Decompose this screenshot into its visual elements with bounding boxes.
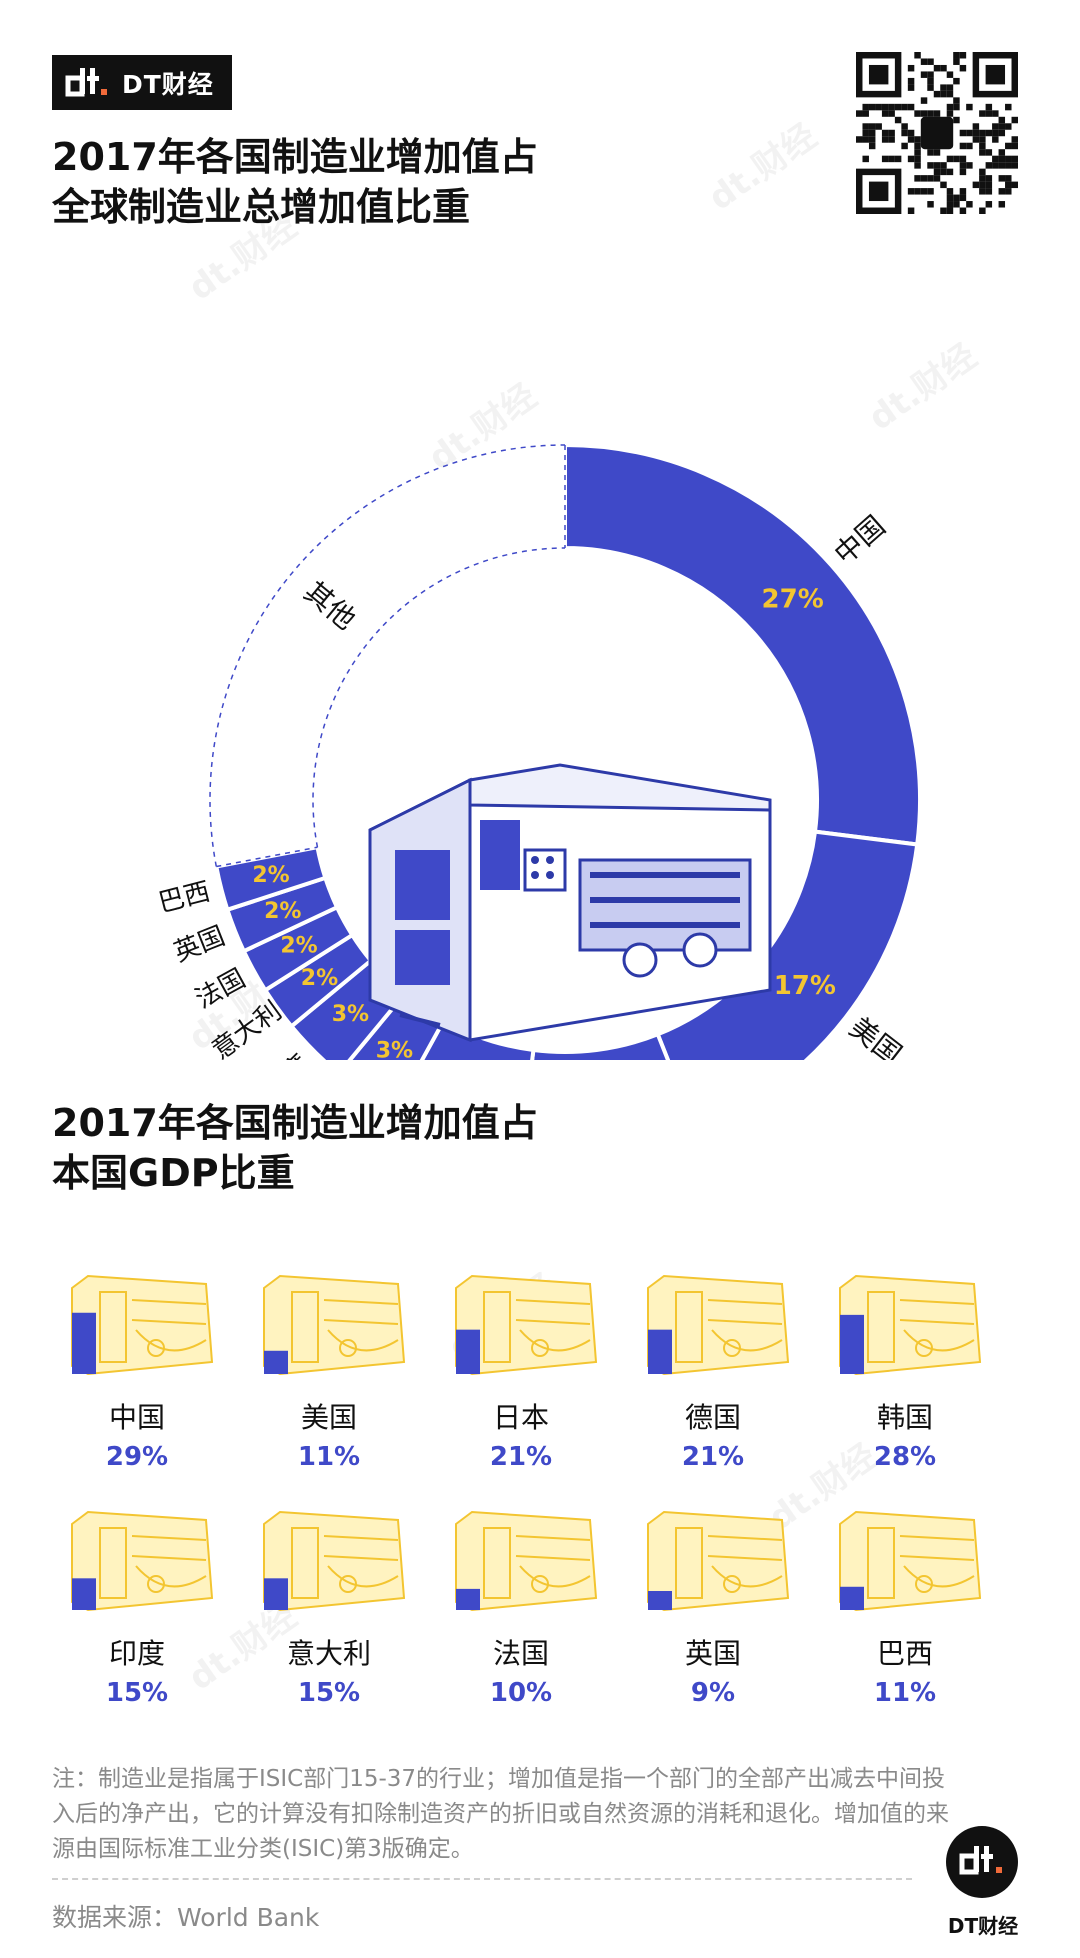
country-card: 英国 9% <box>628 1506 820 1742</box>
machine-icon <box>263 1510 406 1612</box>
machine-icon <box>839 1510 982 1612</box>
slice-value-label: 27% <box>762 584 824 614</box>
machine-icon <box>263 1274 406 1376</box>
donut-slice-country-0 <box>563 442 922 847</box>
country-name: 英国 <box>684 1637 741 1670</box>
footer-brand-name: DT财经 <box>947 1914 1019 1938</box>
country-name: 意大利 <box>286 1637 371 1670</box>
country-gdp-share: 15% <box>297 1678 361 1708</box>
gdp-share-grid: 中国 29% 美国 11% 日本 21% 德国 21% <box>52 1270 1012 1742</box>
machine-icon <box>647 1510 790 1612</box>
country-name: 德国 <box>684 1401 741 1434</box>
country-card: 德国 21% <box>628 1270 820 1506</box>
machine-icon <box>455 1274 598 1376</box>
country-name: 法国 <box>492 1637 549 1670</box>
slice-value-label: 3% <box>332 1002 369 1027</box>
country-card: 中国 29% <box>52 1270 244 1506</box>
slice-value-label: 2% <box>252 863 289 888</box>
title-line-2: 全球制造业总增加值比重 <box>52 185 471 229</box>
country-card: 法国 10% <box>436 1506 628 1742</box>
watermark: dt.财经 <box>701 116 825 219</box>
donut-slice-country-1 <box>655 829 920 1060</box>
gdp-row: 中国 29% 美国 11% 日本 21% 德国 21% <box>52 1270 1012 1506</box>
qr-code-icon <box>856 52 1018 214</box>
country-gdp-share: 21% <box>681 1442 745 1472</box>
donut-slice-other <box>209 444 566 867</box>
slice-value-label: 2% <box>264 899 301 924</box>
brand-name: DT财经 <box>122 69 214 99</box>
slice-value-label: 17% <box>774 971 836 1001</box>
title-line-1: 2017年各国制造业增加值占 <box>52 1101 538 1145</box>
country-card: 印度 15% <box>52 1506 244 1742</box>
donut-slice-other-inner-edge <box>312 547 566 848</box>
slice-value-label: 2% <box>280 934 317 959</box>
machine-icon <box>455 1510 598 1612</box>
slice-country-label: 巴西 <box>155 877 213 919</box>
title-line-2: 本国GDP比重 <box>52 1151 295 1195</box>
country-gdp-share: 15% <box>105 1678 169 1708</box>
country-card: 意大利 15% <box>244 1506 436 1742</box>
title-line-1: 2017年各国制造业增加值占 <box>52 135 538 179</box>
machine-icon <box>647 1274 790 1376</box>
brand-logo: DT财经 <box>52 55 232 110</box>
country-name: 印度 <box>108 1637 165 1670</box>
machine-icon <box>71 1510 214 1612</box>
country-name: 巴西 <box>876 1637 933 1670</box>
country-card: 韩国 28% <box>820 1270 1012 1506</box>
footnote: 注：制造业是指属于ISIC部门15-37的行业；增加值是指一个部门的全部产出减去… <box>52 1766 949 1862</box>
country-gdp-share: 28% <box>873 1442 937 1472</box>
country-gdp-share: 10% <box>489 1678 553 1708</box>
divider <box>52 1878 912 1880</box>
country-gdp-share: 11% <box>873 1678 937 1708</box>
slice-country-label: 英国 <box>170 921 229 968</box>
slice-value-label: 2% <box>301 966 338 991</box>
dt-logo-icon <box>946 1826 1018 1898</box>
donut-slice-other-edge <box>216 846 318 868</box>
slice-country-label: 中国 <box>828 509 892 571</box>
country-gdp-share: 11% <box>297 1442 361 1472</box>
chart-title-gdp-share: 2017年各国制造业增加值占 本国GDP比重 <box>52 1098 538 1198</box>
country-name: 韩国 <box>876 1401 933 1434</box>
country-card: 日本 21% <box>436 1270 628 1506</box>
slice-country-label: 其他 <box>298 575 362 636</box>
donut-slice-country-2 <box>530 1031 671 1060</box>
slice-value-label: 3% <box>376 1039 413 1060</box>
country-name: 美国 <box>300 1401 357 1434</box>
dt-logo-icon <box>65 67 107 96</box>
data-source: 数据来源：World Bank <box>52 1903 320 1932</box>
country-card: 巴西 11% <box>820 1506 1012 1742</box>
donut-chart: 27%中国17%美国8%日本6%德国3%韩国3%印度2%意大利2%法国2%英国2… <box>155 442 922 1060</box>
gdp-row: 印度 15% 意大利 15% 法国 10% 英国 9% <box>52 1506 1012 1742</box>
country-name: 日本 <box>492 1401 549 1434</box>
country-gdp-share: 29% <box>105 1442 169 1472</box>
dt-logo-mark <box>959 1846 1002 1875</box>
machine-icon <box>839 1274 982 1376</box>
country-card: 美国 11% <box>244 1270 436 1506</box>
slice-country-label: 法国 <box>191 964 251 1015</box>
printing-machine-illustration <box>368 763 772 1043</box>
country-gdp-share: 21% <box>489 1442 553 1472</box>
country-gdp-share: 9% <box>690 1678 736 1708</box>
country-name: 中国 <box>108 1401 165 1434</box>
slice-country-label: 印度 <box>258 1049 316 1060</box>
machine-icon <box>71 1274 214 1376</box>
slice-country-label: 美国 <box>843 1011 907 1060</box>
chart-title-global-share: 2017年各国制造业增加值占 全球制造业总增加值比重 <box>52 132 538 232</box>
